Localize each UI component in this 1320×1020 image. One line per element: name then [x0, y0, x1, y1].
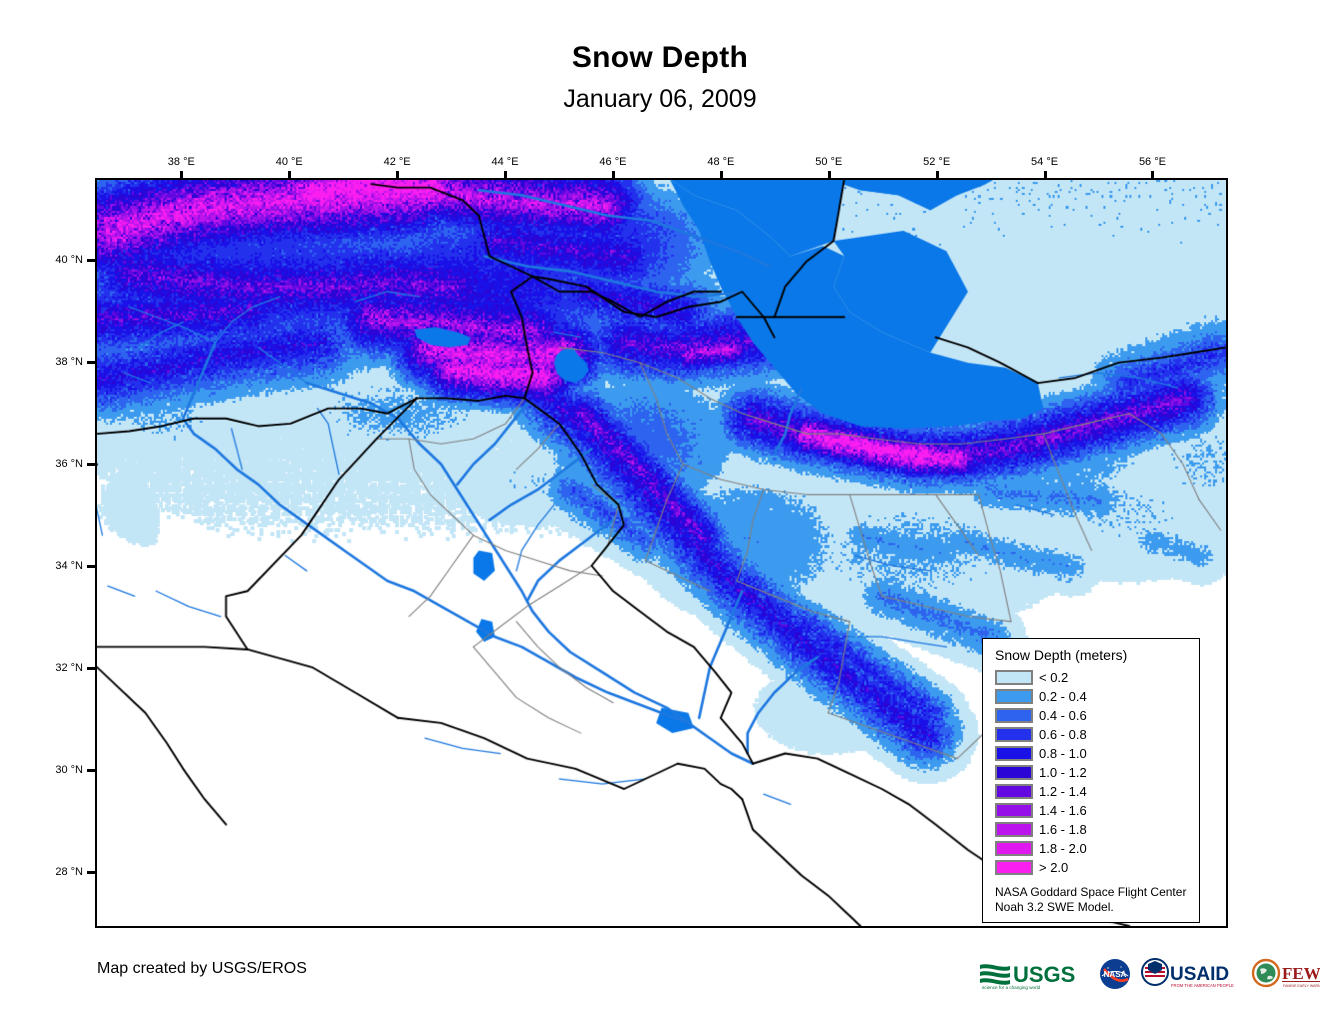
lon-label-46: 46 °E — [599, 156, 627, 168]
lon-tick-44 — [504, 171, 508, 178]
lon-label-50: 50 °E — [815, 156, 843, 168]
legend-label: 0.4 - 0.6 — [1039, 708, 1087, 723]
nasa-logo: NASA — [1099, 957, 1131, 991]
legend-label: 0.2 - 0.4 — [1039, 689, 1087, 704]
logo-bar: USGS science for a changing world NASA U… — [978, 955, 1320, 993]
map-credit: Map created by USGS/EROS — [97, 960, 307, 977]
legend-swatch — [995, 746, 1033, 761]
lon-tick-46 — [611, 171, 615, 178]
legend-label: 1.2 - 1.4 — [1039, 784, 1087, 799]
legend-panel: Snow Depth (meters) < 0.2 0.2 - 0.4 0.4 - … — [982, 638, 1200, 923]
lon-label-54: 54 °E — [1031, 156, 1059, 168]
lat-tick-30 — [87, 768, 95, 772]
legend-entry: 0.4 - 0.6 — [995, 706, 1199, 725]
lat-tick-38 — [87, 360, 95, 364]
legend-label: 0.8 - 1.0 — [1039, 746, 1087, 761]
legend-entry: 1.0 - 1.2 — [995, 763, 1199, 782]
lat-tick-32 — [87, 666, 95, 670]
legend-swatch — [995, 708, 1033, 723]
legend-swatch — [995, 784, 1033, 799]
lon-tick-38 — [180, 171, 184, 178]
lat-label-30: 30 °N — [55, 763, 83, 776]
legend-label: 1.4 - 1.6 — [1039, 803, 1087, 818]
lon-label-52: 52 °E — [923, 156, 951, 168]
usgs-logo: USGS science for a changing world — [978, 957, 1090, 991]
title-block: Snow Depth January 06, 2009 — [0, 42, 1320, 112]
usaid-logo: USAID FROM THE AMERICAN PEOPLE — [1140, 957, 1242, 991]
legend-swatch — [995, 765, 1033, 780]
legend-entry: 1.2 - 1.4 — [995, 782, 1199, 801]
svg-text:USAID: USAID — [1170, 964, 1229, 985]
legend-source-line1: NASA Goddard Space Flight Center — [995, 885, 1187, 899]
lon-label-44: 44 °E — [491, 156, 519, 168]
lon-tick-42 — [396, 171, 400, 178]
lat-label-36: 36 °N — [55, 457, 83, 470]
legend-swatch — [995, 822, 1033, 837]
lon-label-38: 38 °E — [167, 156, 195, 168]
lon-tick-52 — [935, 171, 939, 178]
svg-text:FEWS NET: FEWS NET — [1282, 964, 1320, 983]
lat-label-32: 32 °N — [55, 661, 83, 674]
lon-label-48: 48 °E — [707, 156, 735, 168]
legend-label: < 0.2 — [1039, 670, 1069, 685]
legend-entry-list: < 0.2 0.2 - 0.4 0.4 - 0.6 0.6 - 0.8 0.8 - 1.… — [995, 668, 1199, 877]
lat-tick-40 — [87, 258, 95, 262]
legend-entry: 0.2 - 0.4 — [995, 687, 1199, 706]
lat-label-28: 28 °N — [55, 865, 83, 878]
lat-tick-34 — [87, 564, 95, 568]
lon-tick-56 — [1151, 171, 1155, 178]
legend-swatch — [995, 841, 1033, 856]
legend-label: 1.0 - 1.2 — [1039, 765, 1087, 780]
legend-title: Snow Depth (meters) — [995, 647, 1128, 663]
map-date: January 06, 2009 — [563, 84, 757, 113]
legend-label: 0.6 - 0.8 — [1039, 727, 1087, 742]
svg-text:FAMINE EARLY WARNING SYSTEMS N: FAMINE EARLY WARNING SYSTEMS NETWORK — [1283, 984, 1320, 988]
svg-text:FROM THE AMERICAN PEOPLE: FROM THE AMERICAN PEOPLE — [1171, 983, 1234, 988]
legend-swatch — [995, 670, 1033, 685]
legend-entry: 1.6 - 1.8 — [995, 820, 1199, 839]
svg-text:USGS: USGS — [1013, 962, 1075, 987]
legend-entry: 0.8 - 1.0 — [995, 744, 1199, 763]
legend-source: NASA Goddard Space Flight Center Noah 3.… — [995, 885, 1199, 915]
legend-entry: < 0.2 — [995, 668, 1199, 687]
legend-entry: 0.6 - 0.8 — [995, 725, 1199, 744]
svg-text:NASA: NASA — [1104, 970, 1127, 979]
page-title: Snow Depth — [571, 41, 749, 74]
lat-label-34: 34 °N — [55, 559, 83, 572]
legend-entry: > 2.0 — [995, 858, 1199, 877]
legend-entry: 1.4 - 1.6 — [995, 801, 1199, 820]
svg-text:science for a changing world: science for a changing world — [982, 985, 1041, 990]
legend-swatch — [995, 860, 1033, 875]
lon-tick-54 — [1043, 171, 1047, 178]
legend-swatch — [995, 727, 1033, 742]
lon-tick-50 — [827, 171, 831, 178]
lat-label-40: 40 °N — [55, 253, 83, 266]
legend-source-line2: Noah 3.2 SWE Model. — [995, 900, 1114, 914]
lon-tick-48 — [719, 171, 723, 178]
lat-tick-28 — [87, 870, 95, 874]
lon-label-56: 56 °E — [1138, 156, 1166, 168]
fewsnet-logo: FEWS NET FAMINE EARLY WARNING SYSTEMS NE… — [1251, 957, 1320, 991]
lon-label-42: 42 °E — [383, 156, 411, 168]
legend-swatch — [995, 803, 1033, 818]
legend-label: > 2.0 — [1039, 860, 1069, 875]
legend-label: 1.6 - 1.8 — [1039, 822, 1087, 837]
lon-tick-40 — [288, 171, 292, 178]
lon-label-40: 40 °E — [275, 156, 303, 168]
lat-tick-36 — [87, 462, 95, 466]
legend-label: 1.8 - 2.0 — [1039, 841, 1087, 856]
legend-entry: 1.8 - 2.0 — [995, 839, 1199, 858]
legend-swatch — [995, 689, 1033, 704]
lat-label-38: 38 °N — [55, 355, 83, 368]
